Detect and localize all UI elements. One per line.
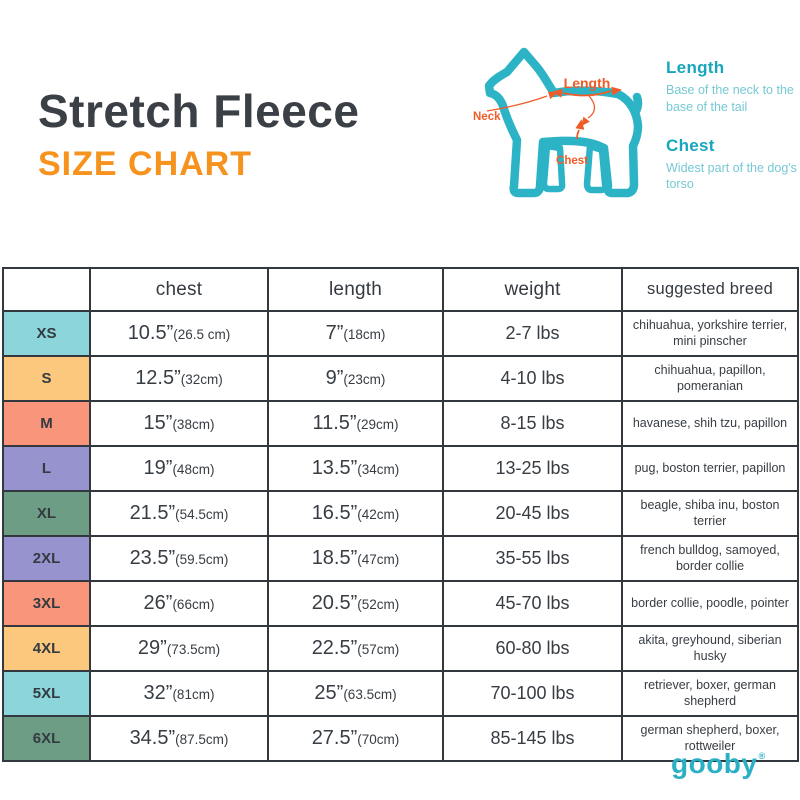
chest-cell: 15”(38cm) — [89, 400, 269, 447]
chest-cell: 19”(48cm) — [89, 445, 269, 492]
header-length: length — [267, 267, 444, 312]
chest-cell: 29”(73.5cm) — [89, 625, 269, 672]
chest-cell: 10.5”(26.5 cm) — [89, 310, 269, 357]
breed-cell: chihuahua, yorkshire terrier, mini pinsc… — [621, 310, 799, 357]
weight-cell: 70-100 lbs — [442, 670, 623, 717]
weight-cell: 85-145 lbs — [442, 715, 623, 762]
legend-item-length: Length Base of the neck to the base of t… — [666, 58, 798, 116]
weight-cell: 4-10 lbs — [442, 355, 623, 402]
size-cell: M — [2, 400, 91, 447]
chest-cell: 23.5”(59.5cm) — [89, 535, 269, 582]
size-cell: 3XL — [2, 580, 91, 627]
breed-cell: german shepherd, boxer, rottweiler — [621, 715, 799, 762]
weight-cell: 2-7 lbs — [442, 310, 623, 357]
length-cell: 27.5”(70cm) — [267, 715, 444, 762]
size-table: chest length weight suggested breed XS 1… — [2, 267, 799, 762]
legend-heading-length: Length — [666, 58, 725, 77]
size-cell: 6XL — [2, 715, 91, 762]
size-cell: XS — [2, 310, 91, 357]
breed-cell: pug, boston terrier, papillon — [621, 445, 799, 492]
length-cell: 22.5”(57cm) — [267, 625, 444, 672]
length-cell: 16.5”(42cm) — [267, 490, 444, 537]
gooby-logo-text: gooby — [671, 748, 758, 779]
breed-cell: akita, greyhound, siberian husky — [621, 625, 799, 672]
chest-cell: 26”(66cm) — [89, 580, 269, 627]
chest-cell: 12.5”(32cm) — [89, 355, 269, 402]
legend-desc-chest: Widest part of the dog's torso — [666, 160, 797, 192]
header-chest: chest — [89, 267, 269, 312]
size-cell: S — [2, 355, 91, 402]
legend-heading-chest: Chest — [666, 135, 715, 155]
legend-desc-length: Base of the neck to the base of the tail — [666, 83, 794, 114]
length-cell: 25”(63.5cm) — [267, 670, 444, 717]
table-row: 4XL 29”(73.5cm) 22.5”(57cm) 60-80 lbs ak… — [2, 625, 799, 672]
dog-measurement-diagram: Neck Length Chest — [473, 47, 643, 198]
measurement-annotations: Neck Length Chest — [473, 75, 622, 167]
gooby-logo: gooby® — [671, 748, 766, 780]
size-cell: 5XL — [2, 670, 91, 717]
header-size — [2, 267, 91, 312]
weight-cell: 20-45 lbs — [442, 490, 623, 537]
length-annotation-label: Length — [564, 75, 611, 91]
table-header-row: chest length weight suggested breed — [2, 267, 799, 312]
header-breed: suggested breed — [621, 267, 799, 312]
size-cell: XL — [2, 490, 91, 537]
chest-cell: 32”(81cm) — [89, 670, 269, 717]
weight-cell: 8-15 lbs — [442, 400, 623, 447]
length-cell: 20.5”(52cm) — [267, 580, 444, 627]
length-cell: 9”(23cm) — [267, 355, 444, 402]
measurement-legend: Length Base of the neck to the base of t… — [666, 58, 798, 193]
breed-cell: havanese, shih tzu, papillon — [621, 400, 799, 447]
table-row: XS 10.5”(26.5 cm) 7”(18cm) 2-7 lbs chihu… — [2, 310, 799, 357]
breed-cell: beagle, shiba inu, boston terrier — [621, 490, 799, 537]
length-cell: 11.5”(29cm) — [267, 400, 444, 447]
size-cell: 4XL — [2, 625, 91, 672]
table-row: 2XL 23.5”(59.5cm) 18.5”(47cm) 35-55 lbs … — [2, 535, 799, 582]
size-cell: 2XL — [2, 535, 91, 582]
breed-cell: chihuahua, papillon, pomeranian — [621, 355, 799, 402]
breed-cell: border collie, poodle, pointer — [621, 580, 799, 627]
weight-cell: 13-25 lbs — [442, 445, 623, 492]
table-row: 5XL 32”(81cm) 25”(63.5cm) 70-100 lbs ret… — [2, 670, 799, 717]
table-row: XL 21.5”(54.5cm) 16.5”(42cm) 20-45 lbs b… — [2, 490, 799, 537]
weight-cell: 60-80 lbs — [442, 625, 623, 672]
header-weight: weight — [442, 267, 623, 312]
neck-annotation-label: Neck — [473, 111, 501, 123]
chest-annotation-label: Chest — [556, 155, 588, 167]
length-cell: 7”(18cm) — [267, 310, 444, 357]
page-title: Stretch Fleece — [38, 85, 360, 137]
registered-mark: ® — [758, 751, 766, 761]
legend-item-chest: Chest Widest part of the dog's torso — [666, 136, 798, 194]
page-subtitle: SIZE CHART — [38, 144, 252, 183]
table-row: 6XL 34.5”(87.5cm) 27.5”(70cm) 85-145 lbs… — [2, 715, 799, 762]
chest-cell: 21.5”(54.5cm) — [89, 490, 269, 537]
table-row: S 12.5”(32cm) 9”(23cm) 4-10 lbs chihuahu… — [2, 355, 799, 402]
table-row: L 19”(48cm) 13.5”(34cm) 13-25 lbs pug, b… — [2, 445, 799, 492]
weight-cell: 35-55 lbs — [442, 535, 623, 582]
length-cell: 18.5”(47cm) — [267, 535, 444, 582]
breed-cell: french bulldog, samoyed, border collie — [621, 535, 799, 582]
table-row: 3XL 26”(66cm) 20.5”(52cm) 45-70 lbs bord… — [2, 580, 799, 627]
table-row: M 15”(38cm) 11.5”(29cm) 8-15 lbs havanes… — [2, 400, 799, 447]
dog-far-legs-icon — [540, 142, 609, 194]
weight-cell: 45-70 lbs — [442, 580, 623, 627]
chest-cell: 34.5”(87.5cm) — [89, 715, 269, 762]
length-cell: 13.5”(34cm) — [267, 445, 444, 492]
size-cell: L — [2, 445, 91, 492]
title-block: Stretch Fleece SIZE CHART — [38, 86, 359, 184]
breed-cell: retriever, boxer, german shepherd — [621, 670, 799, 717]
